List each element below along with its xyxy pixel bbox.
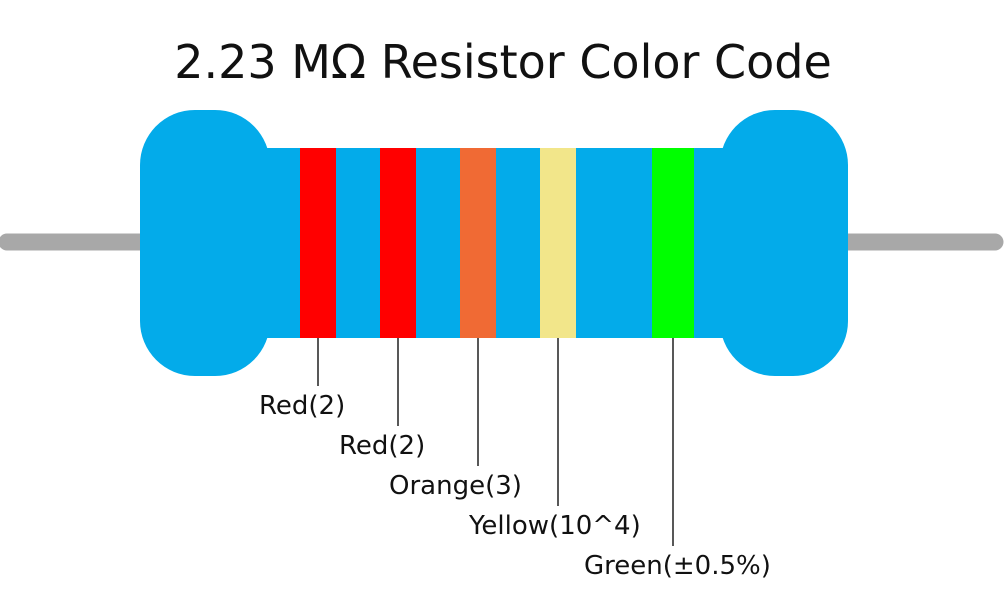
band-1 <box>300 148 336 338</box>
band-labels: Red(2) Red(2) Orange(3) Yellow(10^4) Gre… <box>259 391 771 581</box>
band-4 <box>540 148 576 338</box>
band-2 <box>380 148 416 338</box>
band-label-4: Yellow(10^4) <box>468 511 641 541</box>
diagram-title: 2.23 MΩ Resistor Color Code <box>174 35 832 89</box>
band-3 <box>460 148 496 338</box>
left-end-cap <box>140 110 270 376</box>
band-label-3: Orange(3) <box>389 471 522 501</box>
band-label-5: Green(±0.5%) <box>584 551 771 581</box>
band-5 <box>652 148 694 338</box>
leader-lines <box>317 338 674 546</box>
color-bands <box>300 148 694 338</box>
band-label-1: Red(2) <box>259 391 345 421</box>
band-label-2: Red(2) <box>339 431 425 461</box>
right-end-cap <box>720 110 848 376</box>
